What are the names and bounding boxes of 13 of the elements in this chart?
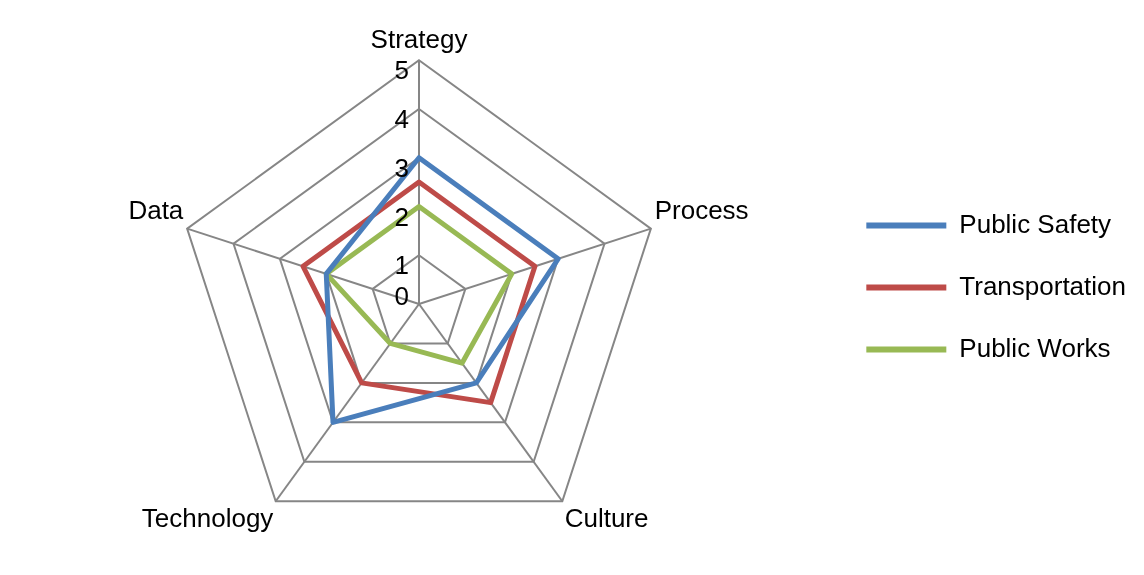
y-tick-label: 1 [394,250,409,281]
spoke-label: Culture [564,503,649,534]
spoke-label: Data [128,195,184,225]
y-tick-label: 5 [394,55,409,86]
legend-label: Public Works [959,332,1111,363]
y-tick-label: 0 [394,281,409,312]
spoke-label: Technology [141,503,274,534]
legend-label: Transportation [959,270,1127,301]
spoke-label: Process [654,195,749,225]
y-tick-label: 4 [394,104,409,135]
y-tick-label: 3 [394,152,409,183]
spoke-label: Strategy [370,23,468,54]
legend-label: Public Safety [959,208,1112,239]
